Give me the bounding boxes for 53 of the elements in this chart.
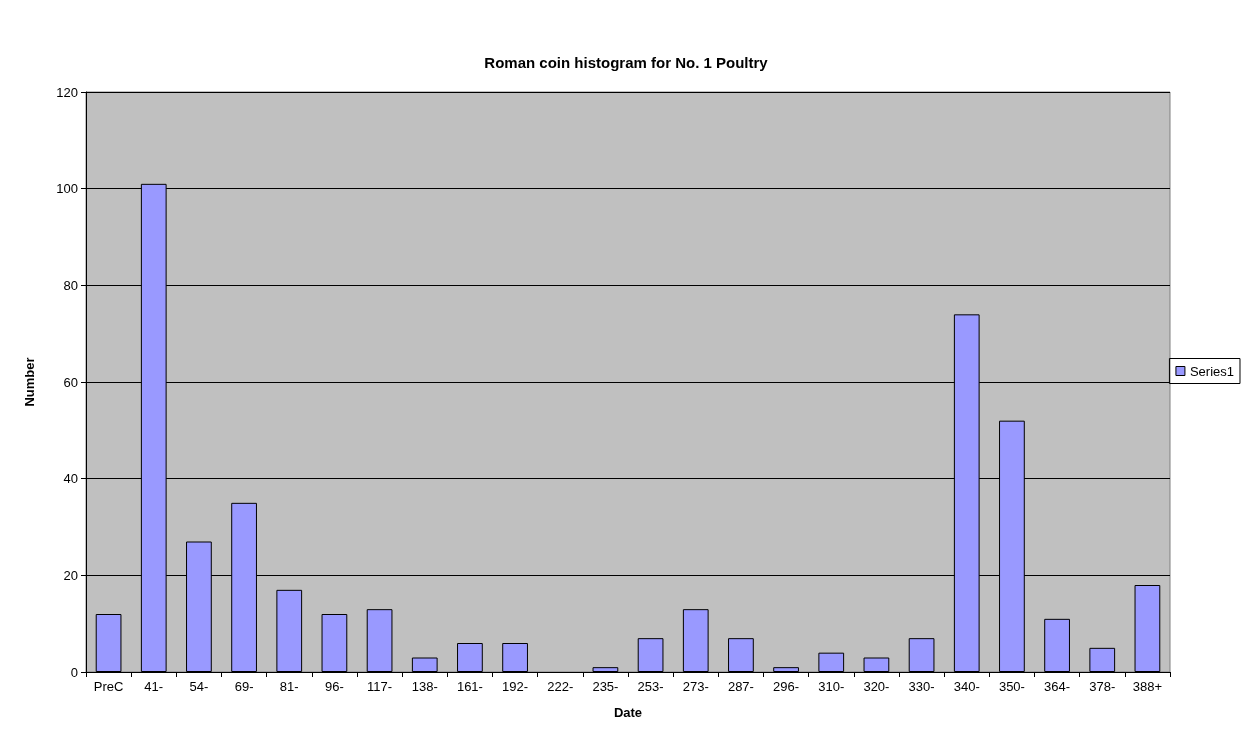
- bar: [637, 638, 664, 672]
- x-tick-label: 378-: [1089, 679, 1116, 694]
- bar: [592, 667, 619, 672]
- bar: [411, 657, 438, 672]
- x-tick-label: 320-: [863, 679, 890, 694]
- x-tick-label: 296-: [773, 679, 800, 694]
- x-tick-label: 41-: [144, 679, 164, 694]
- legend-label: Series1: [1189, 363, 1234, 379]
- x-tick-label: 117-: [367, 679, 393, 694]
- x-tick-label: 235-: [592, 679, 619, 694]
- y-tick-label: 40: [63, 471, 78, 487]
- bar: [502, 643, 528, 672]
- x-tick-label: 273-: [682, 679, 709, 694]
- y-tick-label: 100: [56, 181, 78, 197]
- bar: [863, 657, 890, 672]
- x-tick-label: 287-: [727, 679, 754, 694]
- y-tick-label: 20: [63, 567, 78, 583]
- x-tick-label: 81-: [279, 679, 299, 694]
- bar: [1089, 647, 1116, 672]
- x-axis-title: Date: [613, 705, 643, 720]
- y-tick-label: 120: [56, 84, 78, 100]
- y-tick-label: 0: [70, 664, 78, 680]
- x-tick-label: 340-: [953, 679, 980, 694]
- bar: [818, 652, 845, 672]
- x-tick-label: 388+: [1132, 679, 1163, 694]
- x-tick-label: 330-: [908, 679, 935, 694]
- y-tick-label: 80: [63, 277, 78, 293]
- x-tick-label: 96-: [325, 679, 344, 694]
- bar: [682, 609, 709, 672]
- x-tick-label: 253-: [637, 679, 664, 694]
- x-tick-label: 364-: [1044, 679, 1071, 694]
- x-tick-label: PreC: [93, 679, 124, 694]
- bar: [95, 614, 122, 672]
- bar: [366, 609, 393, 672]
- x-tick-label: 350-: [998, 679, 1025, 694]
- bar: [773, 667, 799, 672]
- x-tick-label: 54-: [189, 679, 209, 694]
- bar: [728, 638, 754, 672]
- x-tick-label: 192-: [502, 679, 529, 694]
- x-tick-label: 222-: [547, 679, 574, 694]
- chart-title: Roman coin histogram for No. 1 Poultry: [484, 54, 769, 71]
- y-axis-title: Number: [22, 357, 37, 407]
- x-tick-label: 310-: [818, 679, 845, 694]
- bar: [457, 643, 483, 672]
- y-tick-label: 60: [63, 374, 78, 390]
- bar: [908, 638, 935, 672]
- bar: [1134, 585, 1161, 672]
- bar: [276, 589, 303, 672]
- bar: [321, 614, 348, 672]
- bar: [1044, 618, 1070, 672]
- x-tick-label: 161-: [456, 679, 483, 694]
- x-tick-label: 69-: [234, 679, 254, 694]
- x-tick-label: 138-: [411, 679, 438, 694]
